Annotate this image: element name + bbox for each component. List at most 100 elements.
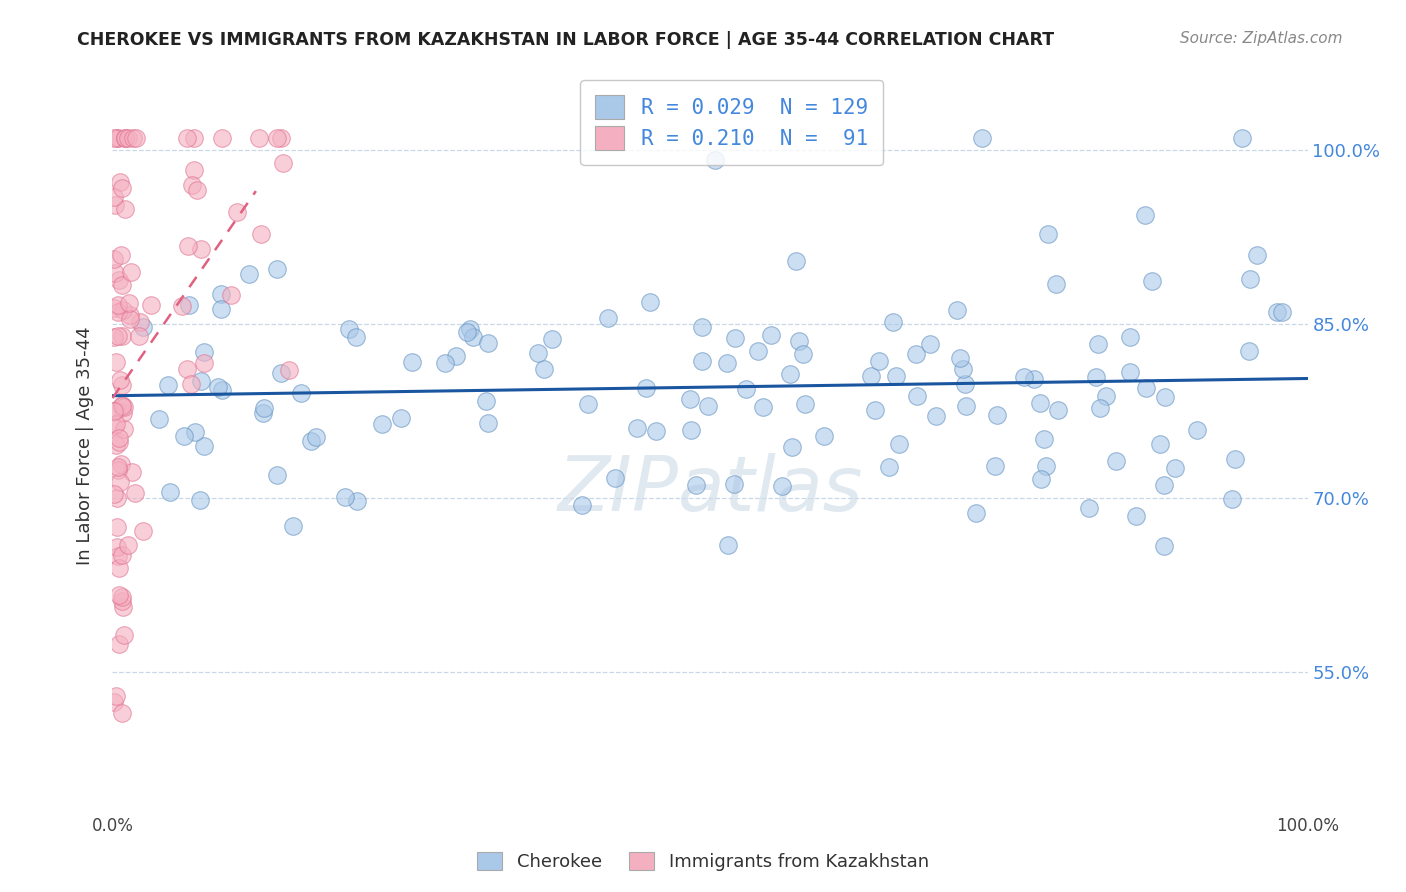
Point	[105, 438, 128, 452]
Point	[690, 354, 713, 368]
Point	[188, 492, 211, 507]
Point	[104, 402, 127, 417]
Point	[111, 594, 134, 608]
Point	[1271, 305, 1294, 319]
Point	[103, 487, 125, 501]
Point	[1045, 277, 1067, 292]
Point	[970, 131, 993, 145]
Point	[863, 402, 886, 417]
Point	[114, 131, 136, 145]
Point	[107, 462, 129, 476]
Point	[305, 430, 328, 444]
Point	[105, 491, 128, 505]
Point	[1095, 389, 1118, 403]
Point	[103, 131, 125, 145]
Point	[128, 329, 150, 343]
Point	[271, 155, 294, 169]
Point	[463, 330, 485, 344]
Point	[1032, 433, 1054, 447]
Point	[984, 458, 1007, 473]
Point	[104, 266, 127, 280]
Point	[1153, 477, 1175, 491]
Point	[571, 499, 593, 513]
Point	[603, 471, 626, 485]
Point	[107, 431, 129, 445]
Point	[270, 131, 292, 145]
Point	[105, 417, 128, 431]
Point	[299, 434, 322, 448]
Point	[1140, 274, 1163, 288]
Point	[965, 507, 987, 521]
Point	[266, 262, 288, 277]
Point	[759, 327, 782, 342]
Point	[107, 298, 129, 312]
Point	[1088, 401, 1111, 416]
Point	[110, 399, 132, 413]
Text: Source: ZipAtlas.com: Source: ZipAtlas.com	[1180, 31, 1343, 46]
Point	[886, 368, 908, 383]
Point	[226, 205, 249, 219]
Point	[371, 417, 394, 432]
Point	[103, 695, 125, 709]
Point	[125, 131, 148, 145]
Point	[181, 178, 204, 192]
Point	[170, 299, 193, 313]
Point	[904, 347, 927, 361]
Point	[717, 538, 740, 552]
Point	[105, 541, 128, 555]
Point	[183, 131, 205, 145]
Point	[179, 297, 201, 311]
Point	[541, 332, 564, 346]
Point	[120, 264, 142, 278]
Point	[176, 131, 198, 145]
Point	[132, 320, 155, 334]
Point	[209, 301, 232, 316]
Point	[337, 322, 360, 336]
Point	[1153, 539, 1175, 553]
Point	[638, 294, 661, 309]
Point	[132, 524, 155, 539]
Point	[704, 153, 727, 168]
Point	[266, 131, 288, 145]
Point	[207, 380, 229, 394]
Point	[1119, 365, 1142, 379]
Point	[111, 377, 134, 392]
Point	[1119, 330, 1142, 344]
Point	[105, 520, 128, 534]
Point	[193, 439, 215, 453]
Point	[110, 458, 132, 472]
Point	[1265, 305, 1288, 319]
Point	[533, 361, 555, 376]
Point	[905, 389, 928, 403]
Y-axis label: In Labor Force | Age 35-44: In Labor Force | Age 35-44	[76, 326, 94, 566]
Point	[1125, 508, 1147, 523]
Point	[344, 329, 367, 343]
Point	[1230, 131, 1253, 145]
Point	[124, 485, 146, 500]
Point	[112, 400, 135, 414]
Point	[114, 202, 136, 216]
Point	[159, 484, 181, 499]
Point	[813, 429, 835, 443]
Point	[111, 277, 134, 292]
Point	[770, 478, 793, 492]
Point	[183, 163, 205, 178]
Point	[335, 490, 357, 504]
Point	[456, 326, 478, 340]
Point	[1153, 390, 1175, 404]
Point	[110, 248, 132, 262]
Point	[176, 362, 198, 376]
Point	[104, 355, 127, 369]
Point	[141, 298, 163, 312]
Point	[266, 467, 288, 482]
Point	[644, 424, 666, 438]
Point	[193, 356, 215, 370]
Point	[723, 477, 745, 491]
Point	[877, 460, 900, 475]
Point	[401, 355, 423, 369]
Point	[346, 494, 368, 508]
Legend: Cherokee, Immigrants from Kazakhstan: Cherokee, Immigrants from Kazakhstan	[470, 845, 936, 879]
Point	[177, 239, 200, 253]
Point	[1149, 437, 1171, 451]
Point	[793, 396, 815, 410]
